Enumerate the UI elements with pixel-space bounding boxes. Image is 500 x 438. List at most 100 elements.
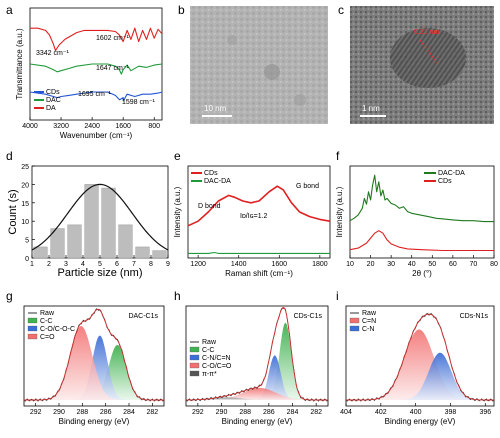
spectrum-title-h: CDs-C1s bbox=[294, 313, 323, 320]
legend-swatch-i bbox=[349, 325, 360, 332]
legend-swatch-h bbox=[189, 362, 200, 369]
x-tick-label-d: 7 bbox=[132, 261, 136, 268]
plot-frame-h bbox=[185, 305, 329, 407]
chart-i: 404 402 400 398 396 Binding energy (eV) CDs-N1… bbox=[340, 305, 495, 426]
x-tick-label-i: 402 bbox=[375, 409, 387, 416]
component-peak-h bbox=[186, 397, 328, 400]
scalebar-label-b: 10 nm bbox=[204, 104, 227, 113]
series-line-cds bbox=[29, 91, 163, 102]
tem-image-b: 10 nm bbox=[190, 6, 328, 124]
legend-label-h: C-C bbox=[202, 347, 214, 354]
x-tick-label-d: 3 bbox=[64, 261, 68, 268]
panel-label-i: i bbox=[336, 289, 339, 303]
legend-label-g: C-O/C-O-C bbox=[40, 326, 75, 333]
legend-label-g: Raw bbox=[40, 310, 55, 317]
component-peak-g bbox=[24, 345, 164, 400]
plot-frame-i bbox=[345, 305, 495, 407]
histogram-bar bbox=[101, 187, 116, 259]
chart-g: 292 290 288 286 284 282 Binding energy (eV) DAC… bbox=[23, 305, 165, 426]
legend-swatch-g bbox=[27, 325, 38, 332]
component-peak-g bbox=[24, 326, 164, 400]
x-tick-label-f: 30 bbox=[387, 261, 395, 268]
y-tick-label-d: 15 bbox=[21, 201, 29, 208]
fit-envelope-i bbox=[346, 313, 494, 401]
x-tick-label-d: 9 bbox=[166, 261, 170, 268]
series-line-cds bbox=[187, 185, 331, 227]
gaussian-fit-line bbox=[31, 183, 169, 251]
series-line-da bbox=[30, 27, 163, 52]
annotation-d-band: D bond bbox=[198, 203, 221, 210]
y-tick-label-d: 5 bbox=[25, 238, 29, 245]
legend-swatch-h bbox=[189, 370, 200, 377]
raw-spectrum-h bbox=[185, 307, 329, 402]
x-tick-label-a: 2400 bbox=[84, 123, 100, 130]
series-line-cds bbox=[349, 230, 494, 252]
chart-a: 4000 3200 2400 1600 800 Wavenumber (cm⁻¹) Tran… bbox=[15, 7, 163, 140]
annotation-a: 3342 cm⁻¹ bbox=[36, 50, 70, 57]
x-tick-label-f: 80 bbox=[490, 261, 498, 268]
x-tick-label-d: 4 bbox=[81, 261, 85, 268]
x-tick-label-h: 284 bbox=[287, 409, 299, 416]
x-tick-label-d: 1 bbox=[30, 261, 34, 268]
y-tick-label-d: 0 bbox=[25, 256, 29, 263]
x-axis-label-g: Binding energy (eV) bbox=[59, 417, 130, 426]
histogram-bar bbox=[33, 246, 48, 259]
x-tick-label-h: 282 bbox=[310, 409, 322, 416]
x-tick-label-h: 290 bbox=[216, 409, 228, 416]
x-tick-label-e: 1800 bbox=[312, 261, 328, 268]
y-tick-label-d: 10 bbox=[21, 219, 29, 226]
histogram-bar bbox=[50, 228, 65, 259]
x-tick-label-a: 3200 bbox=[53, 123, 69, 130]
legend-label-h: Raw bbox=[202, 339, 217, 346]
x-tick-label-i: 404 bbox=[340, 409, 352, 416]
legend-label-e: DAC-DA bbox=[204, 178, 231, 185]
spectrum-title-g: DAC-C1s bbox=[128, 313, 158, 320]
annotation-a: 1602 cm⁻¹ bbox=[96, 35, 130, 42]
panel-label-h: h bbox=[174, 289, 181, 303]
legend-label-f: CDs bbox=[438, 178, 452, 185]
x-tick-label-i: 396 bbox=[479, 409, 491, 416]
chart-f: 10 20 30 40 50 60 70 80 2θ (°) Intensity (a.u.) DA… bbox=[335, 165, 498, 278]
hrtem-image-c: 0.21 nm 1 nm bbox=[350, 6, 494, 124]
x-axis-label-h: Binding energy (eV) bbox=[222, 417, 293, 426]
fit-envelope-h bbox=[186, 306, 328, 401]
chart-e: 1200 1400 1600 1800 Raman shift (cm⁻¹) Intens… bbox=[173, 165, 331, 278]
y-axis-label-a: Transmittance (a.u.) bbox=[15, 28, 24, 100]
legend-swatch-i bbox=[349, 317, 360, 324]
legend-label-g: C-C bbox=[40, 318, 52, 325]
x-tick-label-a: 1600 bbox=[115, 123, 131, 130]
plot-frame-e bbox=[187, 165, 331, 259]
x-tick-label-d: 5 bbox=[98, 261, 102, 268]
x-tick-label-g: 284 bbox=[123, 409, 135, 416]
component-peak-h bbox=[186, 322, 328, 400]
annotation-intensity-ratio: Iᴅ/Iɢ=1.2 bbox=[240, 213, 268, 220]
scalebar-label-c: 1 nm bbox=[362, 104, 380, 113]
legend-label-h: π-π* bbox=[202, 371, 217, 378]
x-axis-label-e: Raman shift (cm⁻¹) bbox=[225, 269, 293, 278]
legend-swatch-g bbox=[27, 317, 38, 324]
x-tick-label-f: 40 bbox=[408, 261, 416, 268]
x-tick-label-f: 50 bbox=[428, 261, 436, 268]
x-tick-label-h: 286 bbox=[263, 409, 275, 416]
legend-label-a: CDs bbox=[46, 89, 60, 96]
legend-label-g: C=O bbox=[40, 334, 55, 341]
x-axis-label-a: Wavenumber (cm⁻¹) bbox=[60, 131, 133, 140]
legend-swatch-g bbox=[27, 333, 38, 340]
x-tick-label-h: 288 bbox=[239, 409, 251, 416]
panel-label-b: b bbox=[178, 3, 185, 17]
panel-label-e: e bbox=[174, 149, 181, 163]
legend-swatch-h bbox=[189, 346, 200, 353]
legend-label-e: CDs bbox=[204, 170, 218, 177]
x-tick-label-f: 60 bbox=[449, 261, 457, 268]
chart-d: 1 2 3 4 5 6 7 8 9 Particle size (nm) Count (s) 0 5 10… bbox=[7, 164, 170, 279]
series-line-dac-da bbox=[349, 174, 494, 223]
series-line-dac bbox=[29, 63, 163, 75]
legend-label-f: DAC-DA bbox=[438, 170, 465, 177]
x-axis-label-i: Binding energy (eV) bbox=[385, 417, 456, 426]
x-tick-label-i: 400 bbox=[410, 409, 422, 416]
x-tick-label-f: 10 bbox=[346, 261, 354, 268]
legend-swatch-h bbox=[189, 354, 200, 361]
x-tick-label-h: 292 bbox=[192, 409, 204, 416]
fit-envelope-g bbox=[24, 308, 164, 401]
